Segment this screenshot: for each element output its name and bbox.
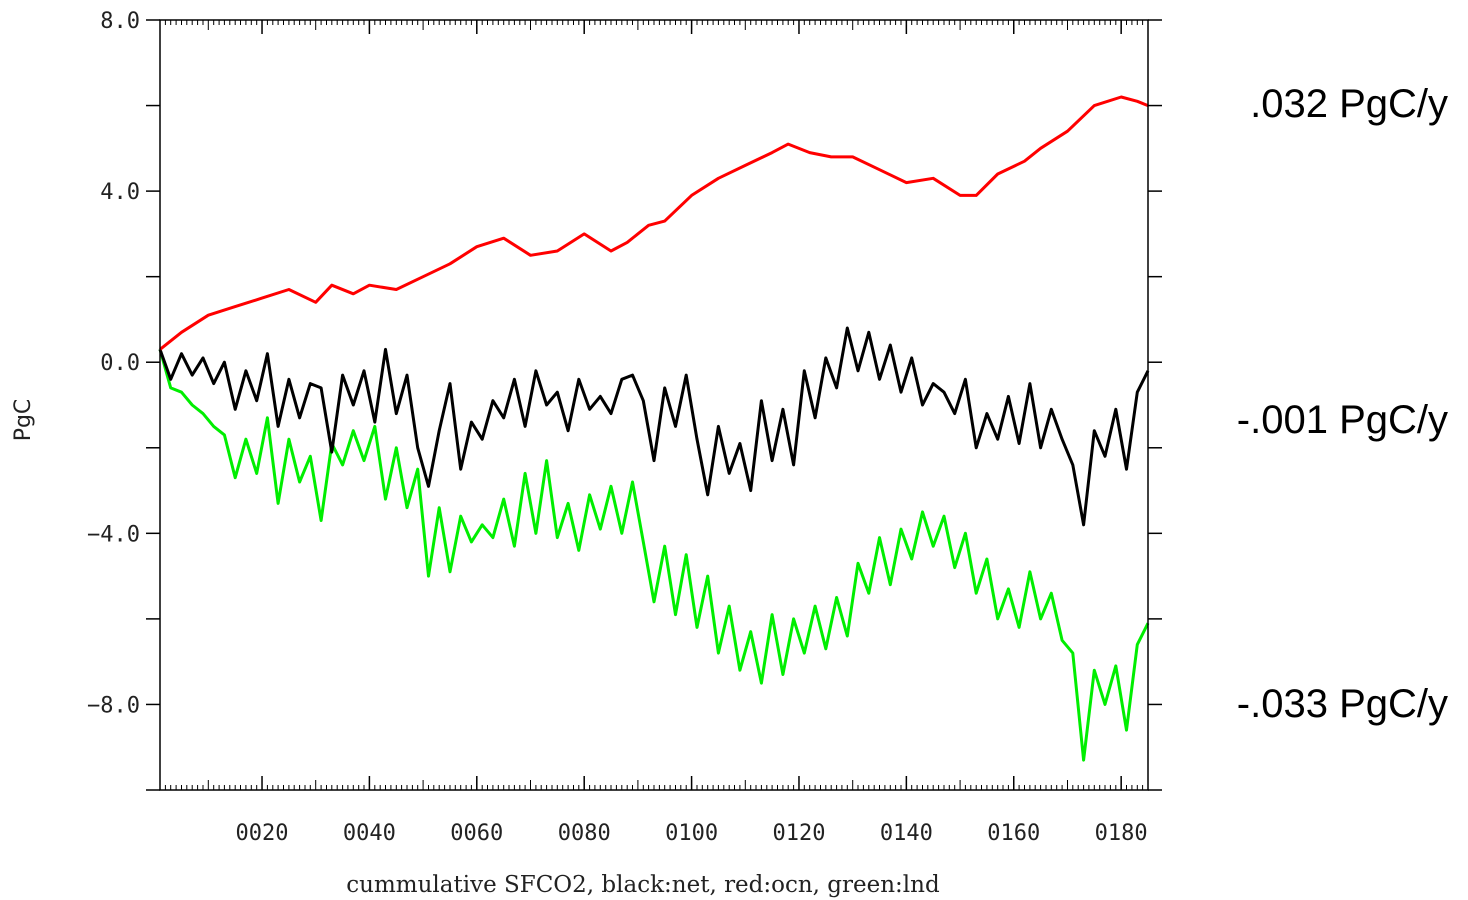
x-tick-label: 0180 [1095,821,1148,846]
x-tick-labels: 0020 0040 0060 0080 0100 0120 0140 0160 0180 [236,821,1148,846]
y-tick-label: 0.0 [100,351,140,376]
x-minor-ticks [159,20,1149,790]
y-tick-label: −8.0 [87,693,140,718]
series-lines [158,95,1150,762]
y-axis-label: PgC [11,399,36,442]
x-tick-label: 0040 [343,821,396,846]
y-tick-label: −4.0 [87,522,140,547]
y-tick-label: 8.0 [100,9,140,34]
plot-frame [159,19,1149,791]
ocean-series-line [159,95,1149,351]
x-axis-label: cummulative SFCO2, black:net, red:ocn, g… [346,872,940,898]
x-tick-label: 0020 [236,821,289,846]
y-tick-labels: 8.0 4.0 0.0 −4.0 −8.0 [87,9,140,718]
x-tick-label: 0080 [558,821,611,846]
y-tick-label: 4.0 [100,180,140,205]
x-tick-label: 0140 [880,821,933,846]
tick-marks [146,19,1162,791]
x-tick-label: 0060 [450,821,503,846]
land-trend-annotation: -.033 PgC/y [1236,682,1448,726]
net-trend-annotation: -.001 PgC/y [1236,398,1448,442]
x-tick-label: 0100 [665,821,718,846]
x-tick-label: 0160 [987,821,1040,846]
ocean-trend-annotation: .032 PgC/y [1250,82,1448,126]
x-tick-label: 0120 [772,821,825,846]
net-series-line [158,326,1150,527]
land-series-line [158,348,1150,762]
